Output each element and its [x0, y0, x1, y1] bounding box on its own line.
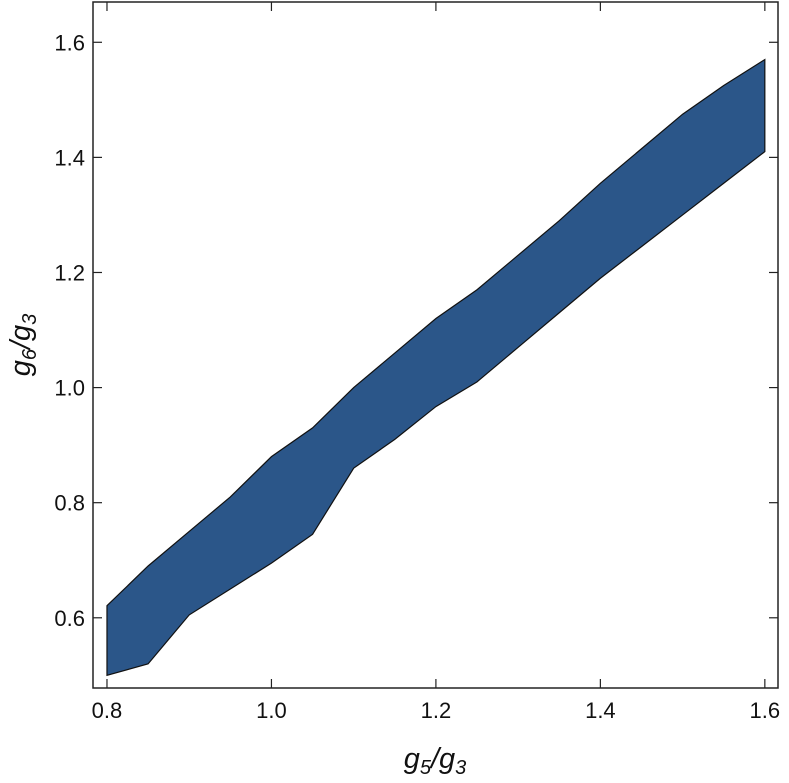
y-tick-label: 1.2: [54, 260, 85, 285]
x-tick-label: 1.0: [256, 698, 287, 723]
region: [106, 58, 766, 677]
x-tick-label: 1.2: [421, 698, 452, 723]
y-label-part: 6: [19, 348, 41, 360]
y-tick-label: 0.6: [54, 606, 85, 631]
x-label-part: 5: [420, 757, 432, 778]
y-tick-label: 1.6: [54, 30, 85, 55]
x-label-part: /g: [429, 743, 455, 775]
y-label-part: g: [5, 360, 37, 376]
y-label-part: 3: [19, 314, 41, 325]
x-tick-label: 1.6: [750, 698, 781, 723]
x-label-part: g: [404, 743, 420, 775]
y-label-part: /g: [5, 325, 37, 351]
x-tick-label: 0.8: [92, 698, 123, 723]
y-axis-label: g6/g3: [5, 314, 41, 377]
y-tick-label: 1.4: [54, 145, 85, 170]
x-tick-label: 1.4: [585, 698, 616, 723]
y-tick-label: 0.8: [54, 491, 85, 516]
x-label-part: 3: [455, 757, 466, 778]
y-tick-label: 1.0: [54, 376, 85, 401]
x-axis-label: g5/g3: [404, 743, 467, 778]
